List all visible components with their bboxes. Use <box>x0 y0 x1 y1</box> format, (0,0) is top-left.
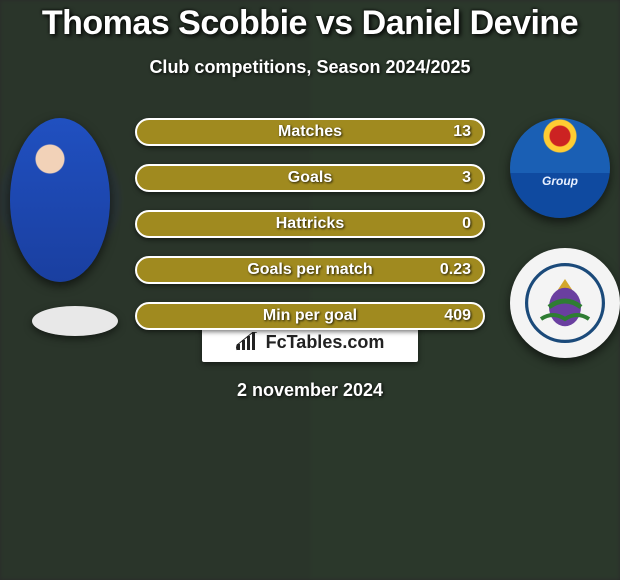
stat-label: Hattricks <box>137 212 483 236</box>
stat-value: 0.23 <box>440 258 471 282</box>
stat-bar: Hattricks 0 <box>135 210 485 238</box>
stat-value: 3 <box>462 166 471 190</box>
stat-bar: Min per goal 409 <box>135 302 485 330</box>
brand-text: FcTables.com <box>266 332 385 353</box>
player-1-club-badge <box>32 306 118 336</box>
thistle-crest-icon <box>525 263 605 343</box>
generation-date: 2 november 2024 <box>0 380 620 401</box>
page: Thomas Scobbie vs Daniel Devine Club com… <box>0 0 620 580</box>
stat-bar: Goals 3 <box>135 164 485 192</box>
stat-bars: Matches 13 Goals 3 Hattricks 0 Goals per… <box>135 118 485 330</box>
stat-value: 13 <box>453 120 471 144</box>
stat-label: Min per goal <box>137 304 483 328</box>
stat-value: 409 <box>444 304 471 328</box>
player-2-avatar <box>510 118 610 218</box>
stat-label: Goals per match <box>137 258 483 282</box>
page-title: Thomas Scobbie vs Daniel Devine <box>0 4 620 43</box>
player-1-avatar <box>10 118 110 282</box>
player-2-club-badge <box>510 248 620 358</box>
stat-bar: Matches 13 <box>135 118 485 146</box>
stat-label: Goals <box>137 166 483 190</box>
stat-value: 0 <box>462 212 471 236</box>
page-subtitle: Club competitions, Season 2024/2025 <box>0 57 620 78</box>
stat-bar: Goals per match 0.23 <box>135 256 485 284</box>
bar-chart-icon <box>236 332 260 352</box>
stat-label: Matches <box>137 120 483 144</box>
